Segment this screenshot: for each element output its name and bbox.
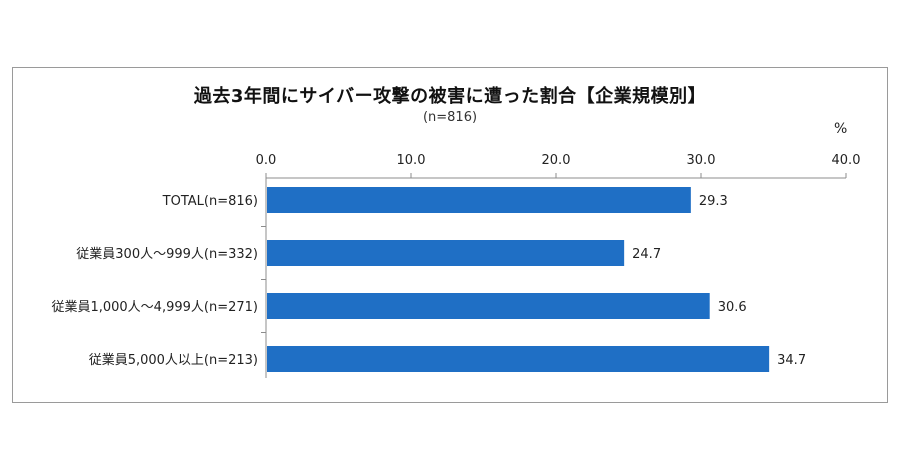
x-tick-label: 20.0 (542, 153, 571, 168)
bar (267, 187, 691, 213)
category-label: TOTAL(n=816) (162, 194, 258, 209)
value-layer: 29.3 24.7 30.6 34.7 (632, 194, 806, 368)
category-label: 従業員300人～999人(n=332) (76, 246, 258, 262)
tick-layer: 0.0 10.0 20.0 30.0 40.0 (256, 153, 861, 178)
bar-layer (267, 187, 770, 372)
category-layer: TOTAL(n=816) 従業員300人～999人(n=332) 従業員1,000人… (51, 194, 258, 368)
category-label: 従業員1,000人～4,999人(n=271) (51, 299, 258, 315)
data-label: 30.6 (718, 300, 747, 315)
x-tick-label: 40.0 (832, 153, 861, 168)
x-tick-label: 10.0 (397, 153, 426, 168)
x-tick-label: 0.0 (256, 153, 277, 168)
bar (267, 240, 625, 266)
bar (267, 346, 770, 372)
category-label: 従業員5,000人以上(n=213) (89, 352, 258, 368)
chart-title: 過去3年間にサイバー攻撃の被害に遭った割合【企業規模別】 (193, 86, 707, 107)
x-tick-label: 30.0 (687, 153, 716, 168)
data-label: 24.7 (632, 247, 661, 262)
unit-label: % (834, 121, 848, 137)
chart-subtitle: (n=816) (422, 110, 478, 125)
data-label: 29.3 (699, 194, 728, 209)
data-label: 34.7 (777, 353, 806, 368)
bar (267, 293, 710, 319)
